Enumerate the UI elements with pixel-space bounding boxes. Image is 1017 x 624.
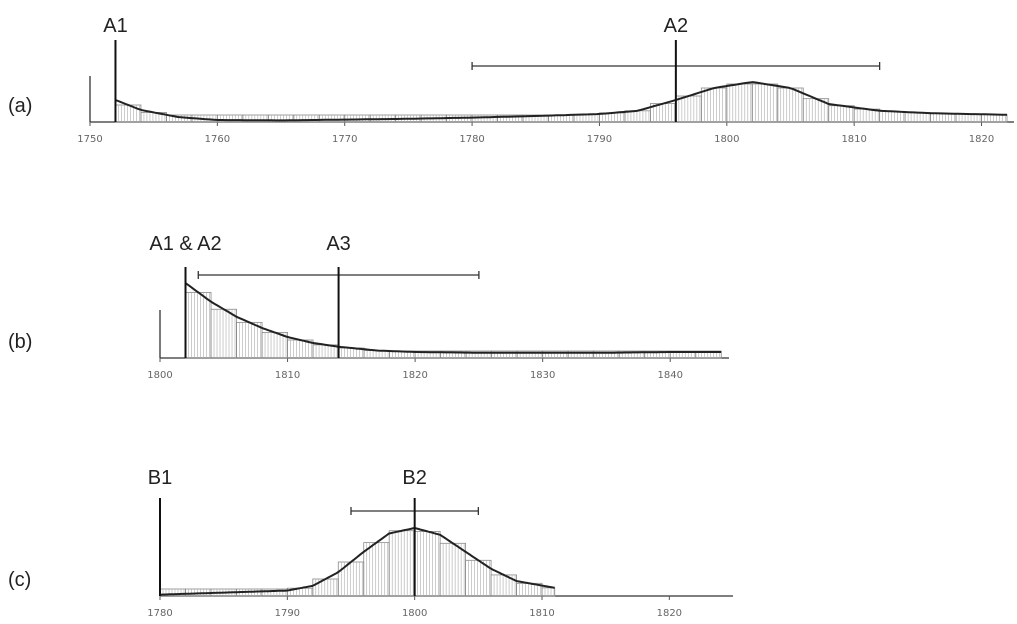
chart-panel: (b) 1800 1810 1820 1830 1840 A1 & A2 A3 xyxy=(8,233,729,381)
histogram-bar xyxy=(439,542,466,597)
marker-label: A1 xyxy=(103,15,127,37)
x-tick-label: 1800 xyxy=(147,370,172,381)
marker-label: B2 xyxy=(402,467,426,489)
histogram-bar xyxy=(904,112,931,123)
x-tick-label: 1820 xyxy=(657,608,682,619)
series-line xyxy=(184,282,722,354)
histogram-bar xyxy=(930,113,957,123)
panel-label: (c) xyxy=(8,569,31,591)
x-tick-label: 1770 xyxy=(332,134,357,145)
marker-label: B1 xyxy=(148,467,172,489)
panel-label: (b) xyxy=(8,331,32,353)
x-tick-label: 1760 xyxy=(205,134,230,145)
marker-label: A2 xyxy=(664,15,688,37)
histogram-bar xyxy=(700,87,728,123)
histogram-bar xyxy=(414,531,441,597)
x-tick-label: 1810 xyxy=(529,608,554,619)
x-tick-label: 1790 xyxy=(587,134,612,145)
histogram-bar xyxy=(751,83,779,123)
histogram-bar xyxy=(185,291,212,359)
histogram-bar xyxy=(210,308,237,359)
marker-label: A3 xyxy=(326,233,350,255)
x-tick-label: 1830 xyxy=(530,370,555,381)
x-tick-label: 1810 xyxy=(275,370,300,381)
histogram-bar xyxy=(318,114,346,123)
marker-label: A1 & A2 xyxy=(149,233,221,255)
series-line xyxy=(160,526,555,596)
chart-panel: (a) 1750 1760 1770 1780 1790 1800 1810 1820 A1 A2 xyxy=(8,15,1014,145)
histogram-bar xyxy=(879,111,906,123)
histogram-bar xyxy=(726,83,753,123)
histogram-bar xyxy=(955,113,982,123)
histogram-bar xyxy=(777,87,804,123)
histogram-bar xyxy=(828,105,855,123)
histogram-bar xyxy=(363,542,390,597)
x-tick-label: 1790 xyxy=(275,608,300,619)
histogram-bar xyxy=(388,530,416,597)
series-line xyxy=(115,81,1008,122)
x-tick-label: 1800 xyxy=(402,608,427,619)
x-tick-label: 1780 xyxy=(459,134,484,145)
histogram-bar xyxy=(337,561,365,597)
x-tick-label: 1820 xyxy=(402,370,427,381)
chart-panel: (c) 1780 1790 1800 1810 1820 B1 B2 xyxy=(8,467,733,619)
panel-label: (a) xyxy=(8,95,32,117)
x-tick-label: 1780 xyxy=(147,608,172,619)
histogram-bar xyxy=(490,574,517,597)
histogram-bar xyxy=(541,587,556,597)
x-tick-label: 1750 xyxy=(77,134,102,145)
histogram-bar xyxy=(675,95,702,123)
x-tick-label: 1840 xyxy=(657,370,682,381)
x-tick-label: 1810 xyxy=(841,134,866,145)
histogram-bar xyxy=(236,321,263,359)
x-tick-label: 1820 xyxy=(969,134,994,145)
histogram-bar xyxy=(312,578,339,597)
x-tick-label: 1800 xyxy=(714,134,739,145)
